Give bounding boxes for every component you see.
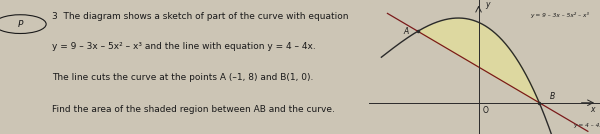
Text: y = 9 – 3x – 5x² – x³: y = 9 – 3x – 5x² – x³ <box>530 12 589 18</box>
Text: y = 9 – 3x – 5x² – x³ and the line with equation y = 4 – 4x.: y = 9 – 3x – 5x² – x³ and the line with … <box>52 42 316 51</box>
Text: A: A <box>403 27 408 36</box>
Text: y = 4 – 4x: y = 4 – 4x <box>572 123 600 128</box>
Text: B: B <box>550 92 555 101</box>
Text: y: y <box>485 0 490 9</box>
Text: P: P <box>17 20 23 29</box>
Text: x: x <box>590 105 595 114</box>
Text: O: O <box>483 106 489 115</box>
Text: 3  The diagram shows a sketch of part of the curve with equation: 3 The diagram shows a sketch of part of … <box>52 12 348 21</box>
Text: Find the area of the shaded region between AB and the curve.: Find the area of the shaded region betwe… <box>52 105 335 114</box>
Text: The line cuts the curve at the points A (–1, 8) and B(1, 0).: The line cuts the curve at the points A … <box>52 73 313 82</box>
